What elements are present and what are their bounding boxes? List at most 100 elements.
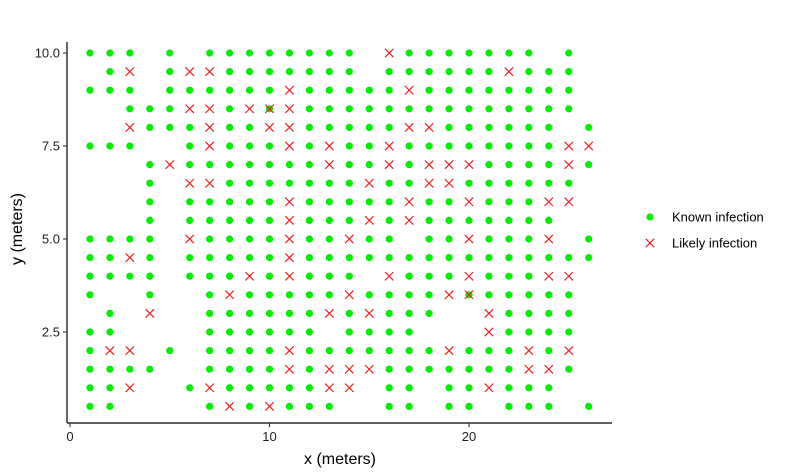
data-point bbox=[384, 141, 394, 151]
data-point bbox=[564, 141, 574, 151]
data-point bbox=[525, 216, 533, 224]
data-point bbox=[206, 347, 214, 355]
data-point bbox=[284, 85, 295, 95]
data-point bbox=[365, 198, 373, 206]
data-point bbox=[106, 235, 114, 243]
data-point bbox=[385, 123, 393, 131]
data-point bbox=[245, 216, 254, 224]
data-point bbox=[86, 291, 94, 299]
data-point bbox=[384, 271, 394, 281]
data-point bbox=[485, 347, 493, 355]
data-point bbox=[525, 179, 533, 187]
data-point bbox=[265, 309, 274, 317]
data-point bbox=[545, 179, 553, 187]
data-point bbox=[284, 141, 295, 151]
data-point bbox=[245, 254, 254, 262]
data-point bbox=[226, 123, 234, 131]
data-point bbox=[345, 347, 353, 355]
axes bbox=[66, 42, 612, 424]
data-point bbox=[565, 86, 573, 94]
data-point bbox=[505, 402, 513, 410]
data-point bbox=[445, 254, 453, 262]
legend-key bbox=[646, 213, 654, 221]
data-point bbox=[206, 291, 214, 299]
data-point bbox=[545, 328, 553, 336]
data-point bbox=[525, 402, 533, 410]
data-point bbox=[485, 198, 493, 206]
data-point bbox=[545, 142, 553, 150]
data-point bbox=[525, 254, 533, 262]
data-point bbox=[385, 86, 393, 94]
data-point bbox=[565, 254, 573, 262]
data-point bbox=[444, 178, 454, 188]
data-point bbox=[505, 347, 513, 355]
data-point bbox=[345, 105, 353, 113]
data-point bbox=[146, 123, 154, 131]
data-point bbox=[565, 309, 573, 317]
data-point bbox=[185, 66, 195, 77]
legend-label: Likely infection bbox=[672, 236, 757, 251]
data-point bbox=[485, 179, 493, 187]
data-point bbox=[425, 142, 433, 150]
data-point bbox=[565, 68, 573, 76]
data-point bbox=[485, 235, 493, 243]
data-point bbox=[285, 179, 294, 187]
data-point bbox=[385, 402, 393, 410]
data-point bbox=[445, 384, 453, 392]
data-point bbox=[425, 105, 433, 113]
data-point bbox=[205, 383, 215, 393]
data-point bbox=[385, 365, 393, 373]
data-point bbox=[245, 328, 254, 336]
data-point bbox=[224, 401, 235, 412]
data-point bbox=[106, 402, 114, 410]
data-point bbox=[226, 198, 234, 206]
data-point bbox=[444, 290, 454, 300]
data-point bbox=[465, 142, 473, 150]
data-point bbox=[305, 49, 313, 57]
data-point bbox=[284, 122, 295, 133]
data-point bbox=[264, 122, 275, 133]
data-point bbox=[545, 309, 553, 317]
data-point bbox=[106, 384, 114, 392]
data-point bbox=[226, 49, 234, 57]
data-point bbox=[146, 198, 154, 206]
data-point bbox=[465, 68, 473, 76]
data-point bbox=[405, 142, 413, 150]
data-point bbox=[465, 179, 473, 187]
data-point bbox=[545, 123, 553, 131]
data-point bbox=[425, 272, 433, 280]
data-point bbox=[585, 161, 593, 169]
data-point bbox=[564, 159, 574, 170]
data-point bbox=[545, 161, 553, 169]
data-point bbox=[265, 86, 274, 94]
data-point bbox=[505, 365, 513, 373]
data-point bbox=[545, 347, 553, 355]
legend-key bbox=[645, 238, 655, 248]
data-point bbox=[186, 216, 194, 224]
data-point bbox=[284, 104, 295, 114]
data-point bbox=[166, 123, 174, 131]
data-point bbox=[126, 272, 134, 280]
data-point bbox=[226, 384, 234, 392]
data-point bbox=[226, 179, 234, 187]
data-point bbox=[505, 384, 513, 392]
data-point bbox=[505, 328, 513, 336]
data-point bbox=[445, 216, 453, 224]
data-point bbox=[365, 86, 373, 94]
data-point bbox=[146, 235, 154, 243]
data-point bbox=[365, 235, 373, 243]
data-point bbox=[205, 141, 215, 151]
data-point bbox=[206, 402, 214, 410]
data-point bbox=[524, 364, 534, 374]
data-point bbox=[106, 68, 114, 76]
data-point bbox=[285, 402, 294, 410]
data-point bbox=[485, 216, 493, 224]
data-point bbox=[364, 364, 374, 374]
data-point bbox=[424, 159, 434, 170]
data-point bbox=[365, 142, 373, 150]
data-point bbox=[265, 254, 274, 262]
data-point bbox=[525, 272, 533, 280]
data-point bbox=[425, 198, 433, 206]
data-point bbox=[345, 198, 353, 206]
data-point bbox=[545, 105, 553, 113]
